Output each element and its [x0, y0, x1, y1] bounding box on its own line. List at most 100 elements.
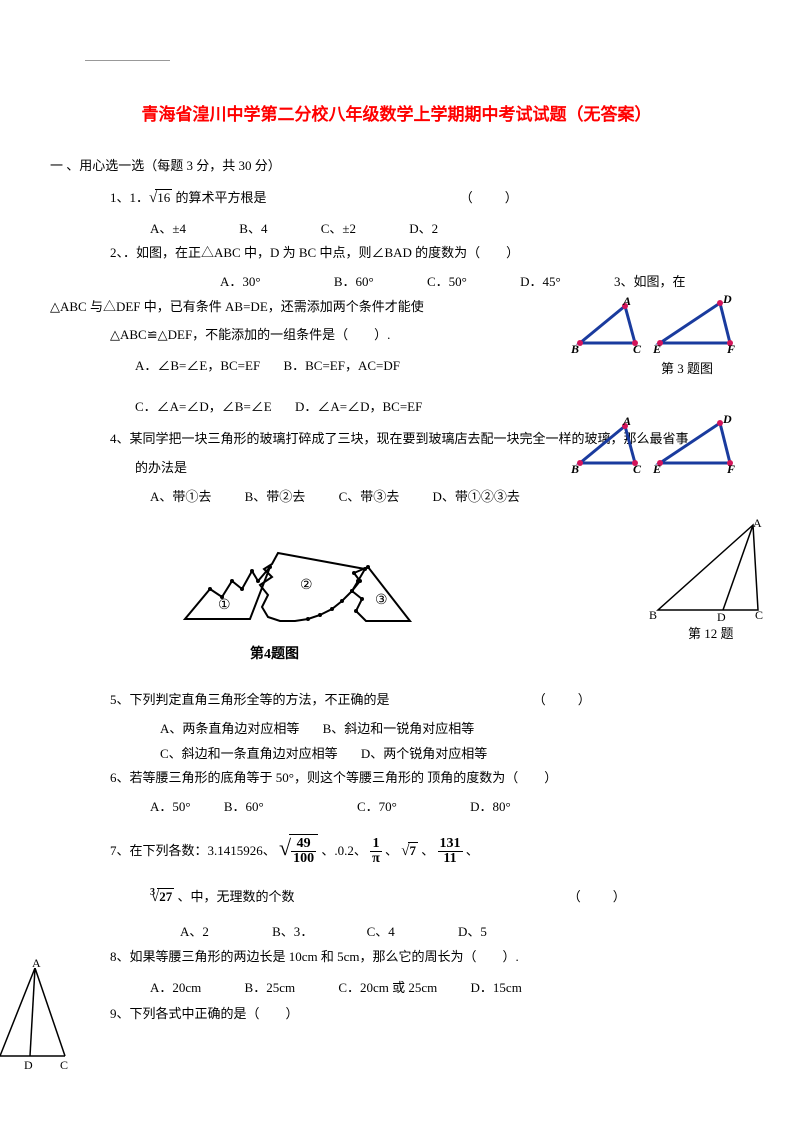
lbl-B: B [571, 342, 579, 357]
q3-optB: B．BC=EF，AC=DF [283, 358, 400, 373]
section-1-header: 一 、用心选一选（每题 3 分，共 30 分） [50, 155, 743, 174]
q5-paren: （ ） [533, 692, 593, 707]
q7-lead: 7、在下列各数：3.1415926、 [110, 843, 276, 858]
lbl-F: F [727, 342, 735, 357]
broken-glass-svg: ① ② ③ [180, 539, 430, 639]
page-title: 青海省湟川中学第二分校八年级数学上学期期中考试试题（无答案） [50, 100, 743, 125]
q7-paren: （ ） [568, 889, 628, 904]
q7-lead3: 、 [385, 843, 398, 858]
q8-options: A．20cm B．25cm C．20cm 或 25cm D．15cm [150, 974, 743, 1003]
q3-optC: C．∠A=∠D，∠B=∠E [135, 399, 272, 414]
q1-optC: C、±2 [321, 217, 356, 242]
q6-optC: C．70° [357, 799, 397, 814]
q6-text: 6、若等腰三角形的底角等于 50°，则这个等腰三角形的 顶角的度数为（ ） [110, 770, 557, 785]
lbl-F2: F [727, 462, 735, 477]
q1-text-b: 的算术平方根是 [172, 190, 266, 205]
q1: 1、1．√16 的算术平方根是 （ ） [110, 184, 743, 213]
lbl-C2: C [633, 462, 641, 477]
q6-optB: B．60° [224, 799, 264, 814]
q7-optA: A、2 [180, 924, 209, 939]
q5-options-ab: A、两条直角边对应相等 B、斜边和一锐角对应相等 [160, 717, 743, 742]
bt-lbl-C: C [60, 1058, 68, 1073]
bottom-tri-svg [0, 968, 70, 1068]
q7-options: A、2 B、3． C、4 D、5 [180, 920, 743, 945]
q5-text: 5、下列判定直角三角形全等的方法，不正确的是 [110, 692, 390, 707]
frac-1-pi: 1π [370, 837, 382, 866]
lbl-A: A [623, 294, 631, 309]
lbl-A2: A [623, 414, 631, 429]
q12-label: 第 12 题 [688, 623, 734, 642]
q2-optB: B．60° [334, 274, 374, 289]
q12-figure: A B C D 第 12 题 [653, 520, 763, 624]
q9: 9、下列各式中正确的是（ ） [110, 1002, 743, 1027]
q7-tail: 、中，无理数的个数 [177, 889, 294, 904]
q7-optB: B、3 [272, 924, 300, 939]
q7-lead5: 、 [466, 843, 479, 858]
q7-optD: D、5 [458, 924, 487, 939]
q8-optD: D．15cm [471, 980, 522, 995]
q6-optA: A．50° [150, 799, 191, 814]
q4-fig-label: 第4题图 [250, 643, 743, 663]
q8: 8、如果等腰三角形的两边长是 10cm 和 5cm，那么它的周长为（ ）. [110, 945, 743, 970]
q4-optA: A、带①去 [150, 489, 211, 504]
lbl-E2: E [653, 462, 661, 477]
bottom-triangle: A D C [0, 968, 70, 1072]
q6-optD: D．80° [470, 799, 511, 814]
cbrt-27: 3√27 [150, 879, 174, 917]
q1-paren: （ ） [460, 190, 520, 205]
bt-lbl-A: A [32, 956, 41, 971]
q5-options-cd: C、斜边和一条直角边对应相等 D、两个锐角对应相等 [160, 742, 743, 767]
q8-text: 8、如果等腰三角形的两边长是 10cm 和 5cm，那么它的周长为（ ）. [110, 949, 519, 964]
q7: 7、在下列各数：3.1415926、 √49100 、.0.2、 1π 、 √7… [110, 820, 743, 875]
q1-options: A、±4 B、4 C、±2 D、2 [150, 217, 743, 242]
shard-2-label: ② [300, 578, 313, 593]
q5-optB: B、斜边和一锐角对应相等 [323, 721, 475, 736]
q7-lead2: 、.0.2、 [321, 843, 367, 858]
q5-optD: D、两个锐角对应相等 [361, 746, 487, 761]
bt-lbl-D: D [24, 1058, 33, 1073]
lbl-E: E [653, 342, 661, 357]
q8-optC: C．20cm 或 25cm [338, 980, 437, 995]
q12-lbl-C: C [755, 608, 763, 623]
q2: 2、．如图，在正△ABC 中，D 为 BC 中点，则∠BAD 的度数为（ ） [110, 241, 743, 266]
q8-optA: A．20cm [150, 980, 201, 995]
q5: 5、下列判定直角三角形全等的方法，不正确的是 （ ） [110, 688, 743, 713]
q2-text: 2、．如图，在正△ABC 中，D 为 BC 中点，则∠BAD 的度数为（ ） [110, 245, 519, 260]
shard-3-label: ③ [375, 593, 388, 608]
q7-cont: 3√27 、中，无理数的个数 （ ） [150, 879, 743, 917]
sqrt-49-100: √49100 [279, 820, 318, 875]
q3-fig-label: 第 3 题图 [661, 358, 713, 377]
q9-text: 9、下列各式中正确的是（ ） [110, 1006, 299, 1021]
lbl-B2: B [571, 462, 579, 477]
q7-lead4: 、 [421, 843, 434, 858]
q4-optD: D、带①②③去 [432, 489, 519, 504]
q3-optD: D．∠A=∠D，BC=EF [295, 399, 422, 414]
q1-optA: A、±4 [150, 217, 186, 242]
q7-optC: C、4 [367, 924, 395, 939]
q6-options: A．50° B．60° C．70° D．80° [150, 795, 743, 820]
q2-optA: A．30° [220, 274, 261, 289]
q12-lbl-B: B [649, 608, 657, 623]
q3-lead: 3、如图，在 [614, 274, 686, 289]
q2-optC: C．50° [427, 274, 467, 289]
q3-options-cd: C．∠A=∠D，∠B=∠E D．∠A=∠D，BC=EF [135, 393, 743, 422]
q3-figure: A B C D E F [575, 298, 745, 362]
q1-optD: D、2 [409, 217, 438, 242]
q12-lbl-A: A [753, 516, 762, 531]
q8-optB: B．25cm [245, 980, 296, 995]
sqrt-16: √16 [149, 184, 172, 213]
q4-optB: B、带②去 [245, 489, 306, 504]
top-rule [85, 60, 170, 61]
q4-options: A、带①去 B、带②去 C、带③去 D、带①②③去 [150, 485, 743, 510]
q3-optA: A．∠B=∠E，BC=EF [135, 358, 260, 373]
q12-svg [653, 520, 763, 620]
q2-optD: D．45° [520, 274, 561, 289]
q7-dot: ． [300, 924, 313, 939]
lbl-D: D [723, 292, 732, 307]
q1-optB: B、4 [239, 217, 267, 242]
q4-optC: C、带③去 [339, 489, 400, 504]
shard-1-label: ① [218, 598, 231, 613]
sqrt-7: √7 [401, 833, 418, 871]
q1-text-a: 1、1． [110, 190, 149, 205]
q5-optA: A、两条直角边对应相等 [160, 721, 299, 736]
